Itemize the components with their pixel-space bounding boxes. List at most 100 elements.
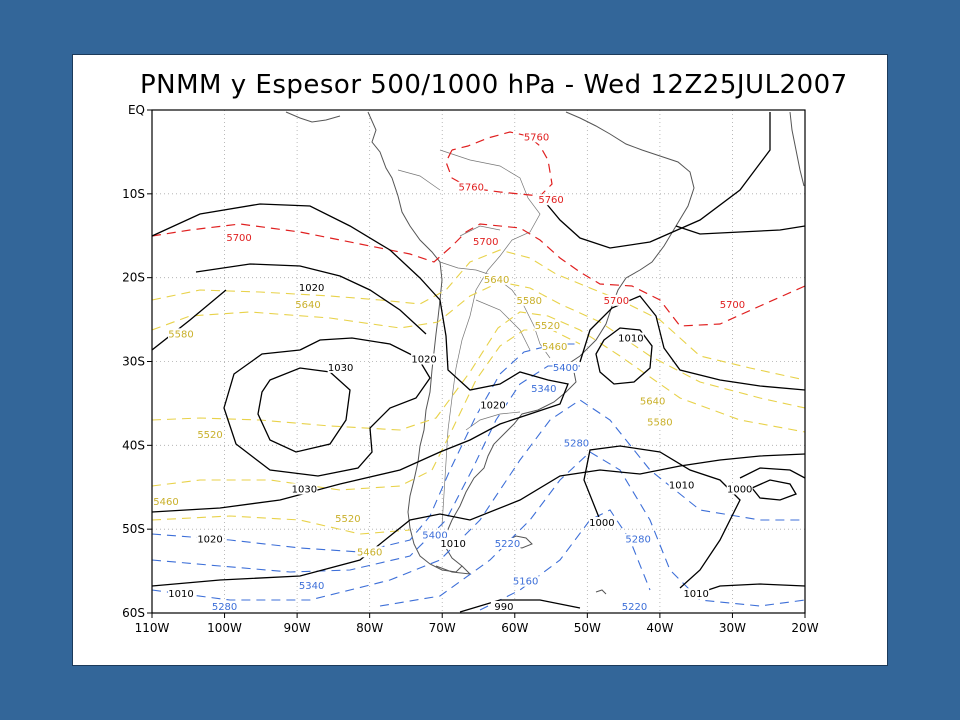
- contour-label-bg: [440, 537, 467, 549]
- thickness-5400: [152, 343, 580, 553]
- contour-label: 5520: [535, 321, 560, 332]
- contour-label: 1030: [292, 484, 317, 495]
- contour-label-bg: [603, 294, 630, 306]
- contour-label: 1010: [683, 589, 708, 600]
- contour-label-bg: [197, 428, 224, 440]
- contour-label: 1020: [299, 283, 324, 294]
- lat-tick-label: 30S: [122, 355, 145, 369]
- contour-label-bg: [294, 299, 321, 311]
- contour-label: 5580: [517, 296, 542, 307]
- south-georgia: [595, 589, 607, 595]
- isobar-1020-outer: [152, 203, 569, 513]
- country-borders: [397, 149, 551, 527]
- contour-label-bg: [668, 479, 695, 491]
- contour-label: 5340: [299, 581, 324, 592]
- contour-label-bg: [483, 273, 510, 285]
- contour-label-bg: [726, 483, 753, 495]
- contour-label: 5700: [604, 296, 629, 307]
- contour-label: 5520: [197, 430, 222, 441]
- contour-label-bg: [168, 588, 195, 600]
- contour-label: 1030: [328, 363, 353, 374]
- contour-label-bg: [621, 600, 648, 612]
- contour-label-bg: [538, 194, 565, 206]
- contour-label-bg: [327, 361, 354, 373]
- lat-tick-label: 50S: [122, 522, 145, 536]
- contour-label: 5580: [647, 417, 672, 428]
- isobar-1000-east: [739, 467, 805, 479]
- contour-label-bg: [563, 437, 590, 449]
- contour-label: 1010: [618, 334, 643, 345]
- isobar-1010-upper: [152, 289, 227, 351]
- contour-label-bg: [226, 231, 253, 243]
- contour-label: 5280: [212, 602, 237, 613]
- contour-label-bg: [480, 399, 507, 411]
- contour-label-bg: [490, 601, 517, 612]
- contour-label: 5580: [168, 329, 193, 340]
- contour-label: 1010: [440, 539, 465, 550]
- contour-label: 5760: [524, 132, 549, 143]
- contour-label-bg: [291, 483, 318, 495]
- lat-tick-label: 40S: [122, 438, 145, 452]
- lon-tick-label: 50W: [574, 621, 601, 635]
- lon-tick-label: 110W: [135, 621, 170, 635]
- lon-tick-label: 70W: [429, 621, 456, 635]
- isobar-1030-outer: [223, 337, 431, 477]
- contour-label-bg: [625, 533, 652, 545]
- south-america-coast: [367, 111, 695, 573]
- contour-label: 1000: [589, 518, 614, 529]
- isobar-1010-east: [579, 295, 805, 391]
- thickness-5520: [152, 311, 805, 433]
- contour-label-bg: [617, 332, 644, 344]
- contour-label: 5640: [640, 396, 665, 407]
- contour-label: 5460: [153, 497, 178, 508]
- lon-tick-label: 20W: [791, 621, 818, 635]
- contour-label-bg: [719, 299, 746, 311]
- isobar-1010-south: [152, 453, 805, 587]
- contour-labels: 5760 5760 5760 5700 5700 5700 5700 5640 5640 5640…: [153, 131, 753, 613]
- contour-label-bg: [523, 131, 550, 143]
- contour-label: 5760: [459, 183, 484, 194]
- thickness-5460: [152, 329, 581, 491]
- contour-label-bg: [298, 282, 325, 294]
- map-title: PNMM y Espesor 500/1000 hPa - Wed 12Z25J…: [140, 70, 848, 100]
- contour-label: 5400: [553, 363, 578, 374]
- lon-tick-label: 80W: [356, 621, 383, 635]
- isobar-1030-inner: [257, 367, 351, 453]
- contour-label: 5700: [226, 233, 251, 244]
- contour-label: 5520: [335, 514, 360, 525]
- contour-label: 5460: [542, 342, 567, 353]
- thickness-5640: [152, 249, 805, 381]
- contour-label-bg: [534, 319, 561, 331]
- contour-label-bg: [472, 236, 499, 248]
- contour-label-bg: [197, 533, 224, 545]
- thickness-contours-warm: [152, 131, 805, 327]
- contour-label: 1020: [480, 401, 505, 412]
- isobar-990-east: [750, 479, 797, 501]
- contour-label-bg: [552, 361, 579, 373]
- isobar-1020-upper: [195, 263, 427, 335]
- contour-label: 5160: [513, 577, 538, 588]
- contour-label-bg: [588, 516, 615, 528]
- contour-label: 1010: [168, 589, 193, 600]
- contour-label-bg: [411, 353, 438, 365]
- contour-label-bg: [421, 529, 448, 541]
- contour-label-bg: [530, 382, 557, 394]
- central-america-coast: [285, 111, 341, 123]
- contour-label-bg: [639, 395, 666, 407]
- contour-label: 5220: [622, 602, 647, 613]
- contour-label: 5760: [538, 195, 563, 206]
- contour-label: 5700: [720, 300, 745, 311]
- lon-tick-label: 30W: [719, 621, 746, 635]
- contour-label-bg: [646, 416, 673, 428]
- contour-label: 5220: [495, 539, 520, 550]
- lon-tick-label: 100W: [207, 621, 242, 635]
- thickness-5460-b: [152, 515, 411, 535]
- pressure-contours: [152, 112, 805, 613]
- lat-tick-label: 10S: [122, 187, 145, 201]
- thickness-5700: [152, 223, 805, 327]
- contour-label-bg: [334, 512, 361, 524]
- contour-label: 5280: [625, 535, 650, 546]
- contour-label-bg: [153, 496, 179, 508]
- tierra-del-fuego: [435, 565, 472, 575]
